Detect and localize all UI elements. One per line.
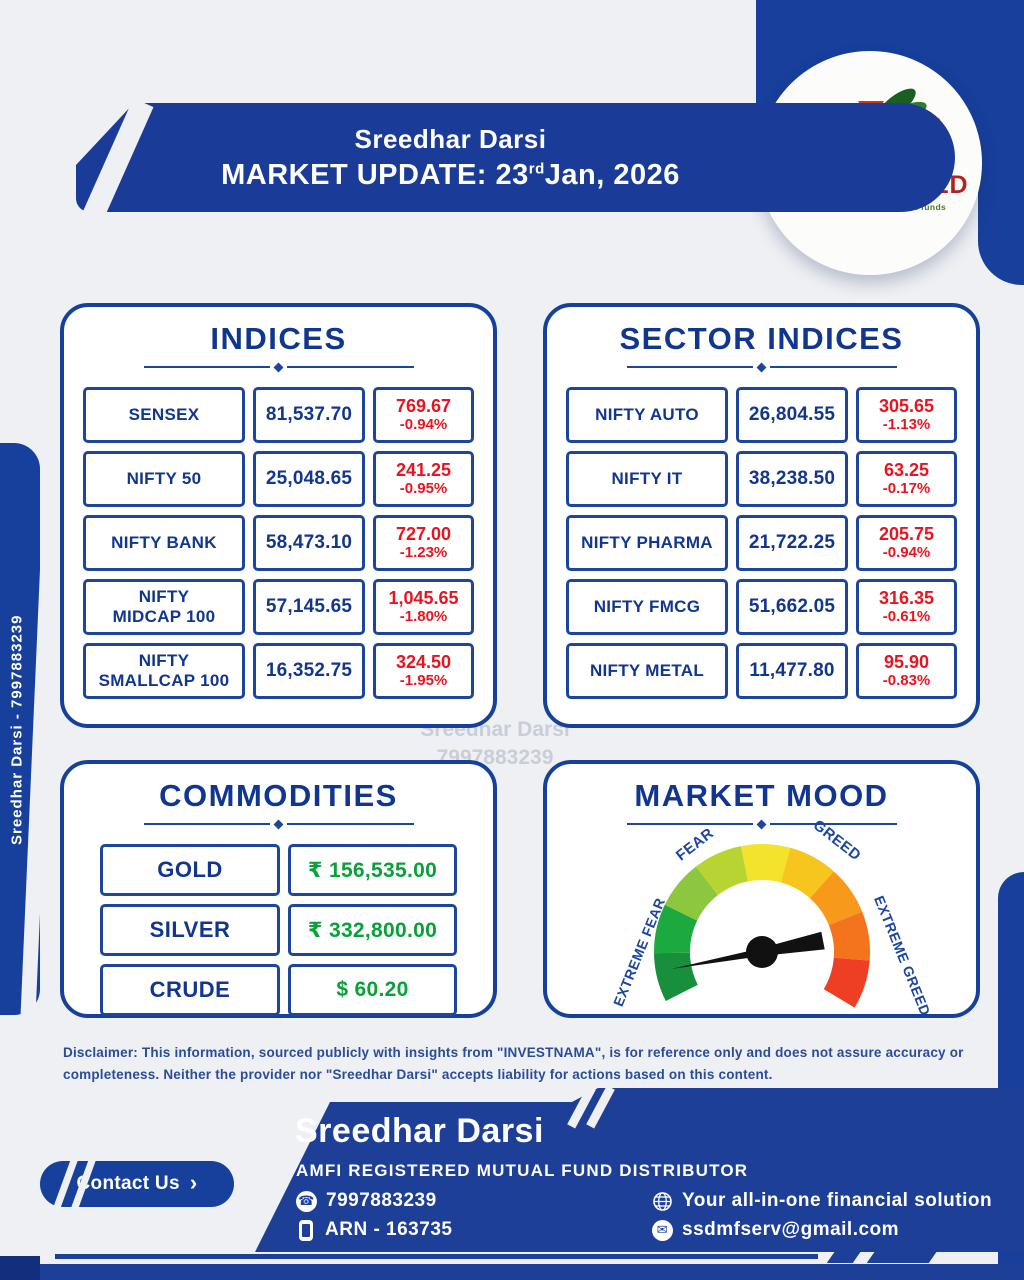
index-change: 205.75 -0.94%: [856, 515, 957, 571]
table-row: NIFTY METAL 11,477.80 95.90 -0.83%: [566, 643, 957, 699]
commodity-name: SILVER: [100, 904, 280, 956]
footer-band: [255, 1088, 1024, 1252]
market-mood-title: MARKET MOOD: [634, 778, 889, 813]
bottom-slash-decoration: [866, 1248, 940, 1263]
globe-icon: [653, 1191, 672, 1211]
top-right-edge-shape: [978, 40, 1024, 285]
index-value: 81,537.70: [253, 387, 365, 443]
chevron-right-icon: ›: [189, 1170, 198, 1195]
sector-indices-table: NIFTY AUTO 26,804.55 305.65 -1.13% NIFTY…: [566, 387, 957, 699]
commodity-price: $ 60.20: [288, 964, 457, 1016]
indices-panel: INDICES SENSEX 81,537.70 769.67 -0.94% N…: [60, 303, 497, 728]
index-change: 241.25 -0.95%: [373, 451, 474, 507]
footer-phone[interactable]: ☎ 7997883239: [296, 1190, 437, 1212]
table-row: NIFTY FMCG 51,662.05 316.35 -0.61%: [566, 579, 957, 635]
title-divider: [144, 362, 414, 372]
index-value: 26,804.55: [736, 387, 848, 443]
banner-background: [76, 103, 955, 212]
index-name: NIFTY 50: [83, 451, 245, 507]
commodities-panel: COMMODITIES GOLD ₹ 156,535.00 SILVER ₹ 3…: [60, 760, 497, 1018]
index-change: 769.67 -0.94%: [373, 387, 474, 443]
phone-icon: ☎: [296, 1190, 317, 1212]
index-change: 95.90 -0.83%: [856, 643, 957, 699]
table-row: SENSEX 81,537.70 769.67 -0.94%: [83, 387, 474, 443]
market-mood-gauge: FEAR GREED EXTREME FEAR EXTREME GREED: [547, 764, 976, 1018]
sector-indices-title: SECTOR INDICES: [619, 321, 904, 356]
commodity-name: CRUDE: [100, 964, 280, 1016]
index-value: 51,662.05: [736, 579, 848, 635]
index-name: NIFTY FMCG: [566, 579, 728, 635]
index-value: 38,238.50: [736, 451, 848, 507]
commodities-table: GOLD ₹ 156,535.00 SILVER ₹ 332,800.00 CR…: [100, 844, 457, 1016]
gauge-arc: [653, 844, 871, 1008]
table-row: NIFTY PHARMA 21,722.25 205.75 -0.94%: [566, 515, 957, 571]
index-name: NIFTY IT: [566, 451, 728, 507]
bottom-left-corner-block: [0, 1256, 40, 1280]
index-value: 11,477.80: [736, 643, 848, 699]
indices-table: SENSEX 81,537.70 769.67 -0.94% NIFTY 50 …: [83, 387, 474, 699]
commodities-title: COMMODITIES: [159, 778, 398, 813]
mobile-icon: [299, 1219, 313, 1241]
table-row: NIFTY MIDCAP 100 57,145.65 1,045.65 -1.8…: [83, 579, 474, 635]
table-row: NIFTY BANK 58,473.10 727.00 -1.23%: [83, 515, 474, 571]
side-vertical-text: Sreedhar Darsi - 7997883239: [8, 614, 26, 846]
index-change: 324.50 -1.95%: [373, 643, 474, 699]
disclaimer-text: Disclaimer: This information, sourced pu…: [63, 1045, 964, 1082]
index-name: NIFTY PHARMA: [566, 515, 728, 571]
market-update-title: MARKET UPDATE: 23rdJan, 2026: [221, 158, 680, 191]
index-change: 305.65 -1.13%: [856, 387, 957, 443]
footer-arn: ARN - 163735: [296, 1219, 452, 1241]
table-row: SILVER ₹ 332,800.00: [100, 904, 457, 956]
index-value: 16,352.75: [253, 643, 365, 699]
contact-us-button[interactable]: Contact Us ›: [40, 1161, 234, 1207]
advisor-name: Sreedhar Darsi: [354, 123, 547, 154]
table-row: GOLD ₹ 156,535.00: [100, 844, 457, 896]
index-change: 1,045.65 -1.80%: [373, 579, 474, 635]
header-banner: Sreedhar Darsi MARKET UPDATE: 23rdJan, 2…: [76, 98, 955, 226]
table-row: CRUDE $ 60.20: [100, 964, 457, 1016]
index-value: 21,722.25: [736, 515, 848, 571]
market-mood-panel: MARKET MOOD FEAR GREED EXTREME FEAR EXTR…: [543, 760, 980, 1018]
email-icon: ✉: [652, 1219, 673, 1241]
footer-advisor-name: Sreedhar Darsi: [295, 1112, 544, 1150]
commodity-price: ₹ 332,800.00: [288, 904, 457, 956]
index-name: NIFTY BANK: [83, 515, 245, 571]
table-row: NIFTY SMALLCAP 100 16,352.75 324.50 -1.9…: [83, 643, 474, 699]
commodity-price: ₹ 156,535.00: [288, 844, 457, 896]
index-value: 58,473.10: [253, 515, 365, 571]
gauge-needle: [671, 931, 825, 969]
index-change: 727.00 -1.23%: [373, 515, 474, 571]
index-name: NIFTY SMALLCAP 100: [83, 643, 245, 699]
bottom-rule: [55, 1254, 818, 1259]
commodity-name: GOLD: [100, 844, 280, 896]
title-divider: [627, 362, 897, 372]
bottom-bar: [0, 1264, 1024, 1280]
index-value: 25,048.65: [253, 451, 365, 507]
footer-email[interactable]: ✉ ssdmfserv@gmail.com: [652, 1219, 899, 1241]
table-row: NIFTY AUTO 26,804.55 305.65 -1.13%: [566, 387, 957, 443]
title-divider: [144, 819, 414, 829]
footer-subtitle: AMFI REGISTERED MUTUAL FUND DISTRIBUTOR: [296, 1161, 749, 1180]
index-name: NIFTY AUTO: [566, 387, 728, 443]
table-row: NIFTY 50 25,048.65 241.25 -0.95%: [83, 451, 474, 507]
table-row: NIFTY IT 38,238.50 63.25 -0.17%: [566, 451, 957, 507]
index-value: 57,145.65: [253, 579, 365, 635]
index-change: 316.35 -0.61%: [856, 579, 957, 635]
index-name: NIFTY METAL: [566, 643, 728, 699]
sector-indices-panel: SECTOR INDICES NIFTY AUTO 26,804.55 305.…: [543, 303, 980, 728]
indices-title: INDICES: [210, 321, 347, 356]
footer-tagline: Your all-in-one financial solution: [652, 1190, 992, 1212]
index-name: SENSEX: [83, 387, 245, 443]
index-name: NIFTY MIDCAP 100: [83, 579, 245, 635]
index-change: 63.25 -0.17%: [856, 451, 957, 507]
